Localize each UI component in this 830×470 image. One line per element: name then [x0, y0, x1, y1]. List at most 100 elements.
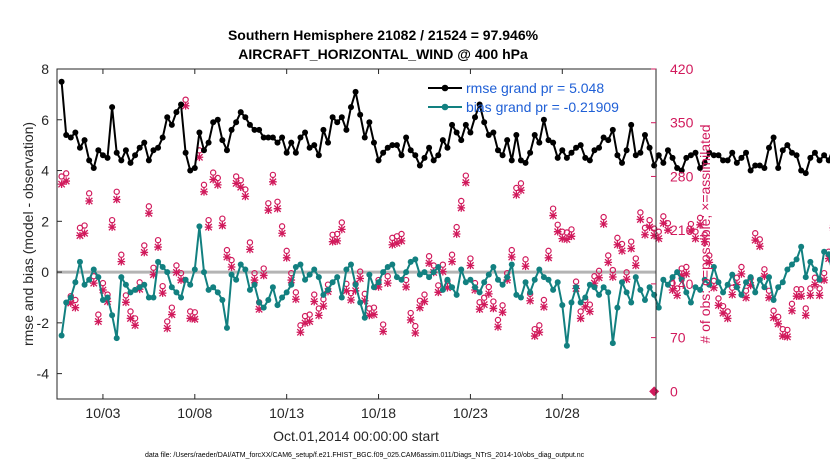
assimilated-obs-point [526, 296, 534, 305]
possible-obs-point [761, 266, 768, 273]
assimilated-obs-point [278, 229, 286, 238]
rmse-point [628, 121, 635, 128]
rmse-point [807, 154, 814, 161]
possible-obs-point [485, 283, 492, 291]
possible-obs-point [118, 251, 125, 258]
assimilated-obs-point [710, 283, 718, 292]
assimilated-obs-point [815, 291, 824, 300]
bias-point [435, 264, 442, 270]
bias-point [320, 291, 327, 298]
assimilated-obs-point [117, 257, 126, 266]
rmse-point [421, 154, 428, 161]
possible-obs-point [632, 255, 639, 262]
bias-point [352, 281, 359, 288]
y-left-tick-label: 4 [41, 163, 49, 179]
bias-point [357, 299, 364, 306]
possible-obs-point [462, 172, 470, 179]
assimilated-obs-point [742, 293, 750, 302]
possible-obs-point [232, 173, 240, 180]
rmse-point [614, 152, 621, 159]
rmse-point [325, 139, 332, 146]
possible-obs-point [784, 326, 791, 334]
possible-obs-point [499, 302, 506, 309]
rmse-point [476, 101, 483, 108]
assimilated-obs-point [466, 261, 475, 270]
possible-obs-point [623, 269, 630, 276]
bias-point [756, 276, 763, 283]
bias-point [596, 291, 603, 298]
bias-point [343, 266, 350, 273]
rmse-point [517, 157, 524, 164]
bias-point [338, 294, 345, 301]
possible-obs-point [458, 197, 465, 205]
bias-point [554, 279, 561, 286]
rmse-point [306, 144, 313, 151]
assimilated-obs-point [269, 177, 277, 186]
rmse-point [761, 165, 768, 171]
bias-point [260, 304, 267, 311]
assimilated-obs-point [567, 232, 576, 241]
y-left-tick-label: 2 [41, 213, 49, 229]
assimilated-obs-point [448, 257, 456, 266]
possible-obs-point [122, 292, 130, 299]
assimilated-obs-point [131, 321, 139, 330]
assimilated-obs-point [512, 191, 521, 199]
rmse-point [393, 142, 400, 149]
bias-point [63, 299, 70, 306]
bias-point [536, 266, 543, 273]
assimilated-obs-point [411, 329, 420, 337]
rmse-point [214, 116, 221, 123]
assimilated-obs-point [108, 223, 116, 231]
bias-point [775, 284, 782, 291]
possible-obs-point [692, 228, 699, 235]
rmse-point [256, 126, 263, 133]
y-left-tick-labels: -4 -2 0 2 4 6 8 [37, 61, 50, 382]
rmse-point [338, 114, 345, 121]
possible-obs-point [605, 252, 612, 259]
assimilated-obs-point [241, 192, 250, 201]
possible-obs-point [228, 256, 235, 264]
rmse-point [210, 119, 217, 126]
rmse-point [145, 157, 152, 164]
rmse-point [596, 144, 603, 151]
possible-obs-point [200, 181, 208, 189]
bias-point [793, 256, 800, 263]
bias-point [90, 266, 97, 273]
bias-point [187, 281, 194, 288]
assimilated-obs-point [383, 279, 392, 287]
bias-point [481, 279, 488, 286]
bias-point [788, 261, 795, 268]
possible-obs-point [715, 295, 722, 302]
bias-point [550, 286, 557, 293]
rmse-point [132, 152, 139, 159]
assimilated-obs-point [801, 311, 810, 320]
assimilated-obs-point [811, 280, 819, 289]
rmse-point [384, 144, 391, 151]
bias-point [311, 266, 318, 273]
bias-point [86, 276, 93, 283]
rmse-point [58, 78, 65, 85]
assimilated-obs-point [608, 273, 617, 281]
assimilated-obs-point [273, 204, 282, 213]
assimilated-obs-point [122, 298, 130, 307]
rmse-point [127, 159, 134, 166]
assimilated-obs-point [682, 270, 691, 278]
rmse-point [90, 165, 97, 171]
bias-point [99, 297, 106, 303]
y-right-axis-label: # of obs: o=possible; ×=assimilated [697, 124, 713, 343]
assimilated-obs-point [517, 186, 525, 195]
assimilated-obs-point [792, 292, 801, 301]
assimilated-obs-point [618, 247, 626, 255]
bias-point [802, 274, 809, 281]
rmse-point [802, 170, 809, 177]
assimilated-obs-point [604, 258, 613, 267]
assimilated-obs-point [154, 243, 162, 251]
bias-point [531, 276, 538, 283]
assimilated-obs-point [599, 220, 608, 228]
assimilated-obs-point [76, 231, 84, 240]
legend-bias-marker [441, 103, 449, 111]
rmse-point [99, 152, 106, 159]
bias-point [517, 294, 524, 301]
bias-point [269, 284, 276, 291]
bias-point [476, 289, 483, 296]
